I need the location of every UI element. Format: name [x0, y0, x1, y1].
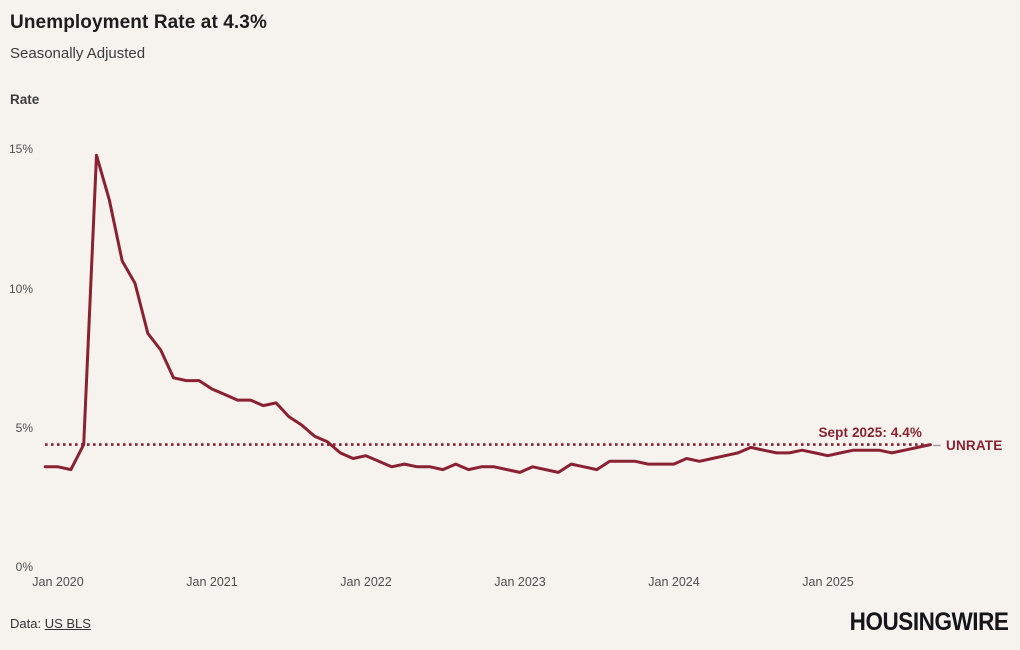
data-source: Data: US BLS	[10, 616, 91, 631]
chart-title: Unemployment Rate at 4.3%	[10, 12, 267, 33]
series-end-label: UNRATE	[946, 438, 1003, 453]
y-tick-15: 15%	[8, 142, 33, 156]
y-tick-10: 10%	[8, 282, 33, 296]
x-tick-jan-2022: Jan 2022	[340, 575, 392, 589]
data-source-prefix: Data:	[10, 616, 45, 631]
x-tick-jan-2024: Jan 2024	[648, 575, 700, 589]
y-tick-5: 5%	[15, 421, 33, 435]
x-tick-jan-2021: Jan 2021	[186, 575, 238, 589]
latest-value-annotation: Sept 2025: 4.4%	[818, 425, 922, 440]
x-tick-jan-2020: Jan 2020	[32, 575, 84, 589]
unemployment-rate-line	[43, 153, 932, 474]
x-tick-jan-2025: Jan 2025	[802, 575, 854, 589]
chart-subtitle: Seasonally Adjusted	[10, 45, 146, 62]
y-axis-label: Rate	[10, 92, 40, 107]
data-source-link[interactable]: US BLS	[44, 616, 91, 631]
x-tick-jan-2023: Jan 2023	[494, 575, 546, 589]
housingwire-logo: HOUSINGWIRE	[849, 608, 1008, 636]
y-tick-0: 0%	[15, 560, 33, 574]
